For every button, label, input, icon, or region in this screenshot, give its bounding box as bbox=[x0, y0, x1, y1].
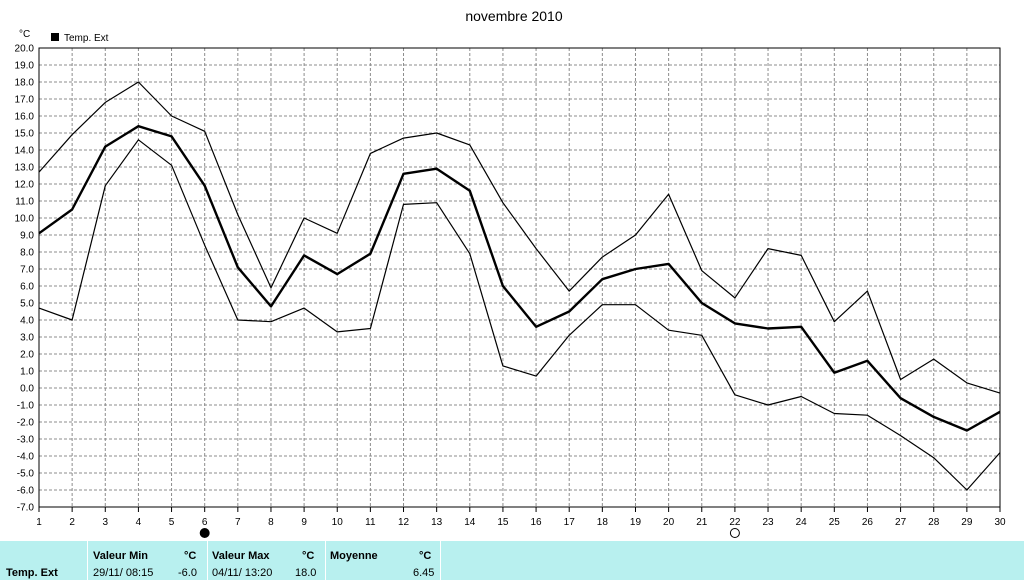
y-tick-label: -5.0 bbox=[17, 469, 35, 480]
y-tick-label: 5.0 bbox=[20, 299, 34, 310]
series-line-min bbox=[38, 139, 1001, 491]
y-tick-label: 1.0 bbox=[20, 367, 34, 378]
legend-label: Temp. Ext bbox=[64, 33, 109, 44]
x-tick-label: 13 bbox=[431, 517, 443, 528]
y-tick-label: 20.0 bbox=[15, 44, 35, 55]
x-tick-label: 28 bbox=[928, 517, 940, 528]
min-value: -6.0 bbox=[178, 567, 197, 579]
y-tick-label: -7.0 bbox=[17, 503, 35, 514]
x-tick-label: 30 bbox=[994, 517, 1006, 528]
series-line-max bbox=[38, 81, 1001, 394]
y-tick-label: 11.0 bbox=[15, 197, 34, 208]
y-tick-label: 15.0 bbox=[15, 129, 35, 140]
x-tick-label: 2 bbox=[69, 517, 75, 528]
x-tick-label: 21 bbox=[696, 517, 708, 528]
x-tick-label: 1 bbox=[36, 517, 42, 528]
x-tick-label: 27 bbox=[895, 517, 907, 528]
x-tick-label: 22 bbox=[729, 517, 741, 528]
y-tick-label: 2.0 bbox=[20, 350, 34, 361]
y-tick-label: 8.0 bbox=[20, 248, 34, 259]
moon-markers bbox=[199, 528, 740, 538]
x-tick-label: 3 bbox=[102, 517, 108, 528]
x-tick-label: 7 bbox=[235, 517, 241, 528]
x-tick-label: 4 bbox=[136, 517, 142, 528]
y-tick-label: -1.0 bbox=[17, 401, 35, 412]
x-tick-label: 24 bbox=[796, 517, 808, 528]
y-tick-label: 12.0 bbox=[15, 180, 35, 191]
x-tick-label: 17 bbox=[564, 517, 576, 528]
y-tick-label: 6.0 bbox=[20, 282, 34, 293]
max-timestamp: 04/11/ 13:20 bbox=[212, 567, 273, 579]
x-tick-label: 16 bbox=[531, 517, 543, 528]
avg-title: Moyenne bbox=[330, 550, 378, 562]
y-tick-label: 18.0 bbox=[15, 78, 35, 89]
max-title: Valeur Max bbox=[212, 550, 270, 562]
x-tick-label: 15 bbox=[497, 517, 509, 528]
row-label: Temp. Ext bbox=[6, 567, 58, 579]
x-tick-label: 25 bbox=[829, 517, 841, 528]
y-tick-label: -2.0 bbox=[17, 418, 35, 429]
y-tick-label: 4.0 bbox=[20, 316, 34, 327]
y-tick-label: 10.0 bbox=[15, 214, 35, 225]
y-axis: 20.0 19.0 18.0 17.0 16.0 15.0 14.0 13.0 12.0 11.0… bbox=[15, 44, 35, 514]
x-tick-label: 14 bbox=[464, 517, 476, 528]
x-tick-label: 18 bbox=[597, 517, 609, 528]
x-tick-label: 6 bbox=[202, 517, 208, 528]
x-tick-label: 11 bbox=[365, 517, 376, 528]
y-tick-label: 13.0 bbox=[15, 163, 35, 174]
y-tick-label: 19.0 bbox=[15, 61, 35, 72]
stats-footer: Temp. Ext Valeur Min °C 29/11/ 08:15 -6.… bbox=[0, 541, 1024, 580]
x-tick-label: 10 bbox=[332, 517, 344, 528]
y-tick-label: 14.0 bbox=[15, 146, 35, 157]
y-tick-label: 0.0 bbox=[20, 384, 34, 395]
min-unit: °C bbox=[184, 550, 197, 562]
x-tick-label: 20 bbox=[663, 517, 675, 528]
y-tick-label: 17.0 bbox=[15, 95, 35, 106]
y-tick-label: 3.0 bbox=[20, 333, 34, 344]
y-tick-label: -4.0 bbox=[17, 452, 35, 463]
x-tick-label: 12 bbox=[398, 517, 410, 528]
x-tick-label: 8 bbox=[268, 517, 274, 528]
y-unit-label: °C bbox=[19, 29, 30, 40]
x-tick-label: 29 bbox=[961, 517, 973, 528]
y-tick-label: 16.0 bbox=[15, 112, 35, 123]
max-value: 18.0 bbox=[295, 567, 317, 579]
x-axis: 1 2 3 4 5 6 7 8 9 10 11 12 13 14 15 16 17 18 19 20 21 22 23 24 2… bbox=[36, 507, 1006, 528]
y-tick-label: -6.0 bbox=[17, 486, 35, 497]
max-unit: °C bbox=[302, 550, 315, 562]
temperature-chart: novembre 2010 °C Temp. Ext 20.019.018.01… bbox=[15, 8, 1006, 538]
y-tick-label: 9.0 bbox=[20, 231, 34, 242]
full-moon-icon bbox=[729, 528, 740, 538]
x-tick-label: 19 bbox=[630, 517, 642, 528]
avg-unit: °C bbox=[419, 550, 432, 562]
series-group bbox=[38, 81, 1001, 491]
legend-swatch bbox=[51, 33, 59, 41]
x-tick-label: 5 bbox=[169, 517, 175, 528]
x-tick-label: 26 bbox=[862, 517, 874, 528]
new-moon-icon bbox=[199, 528, 210, 538]
y-tick-label: 7.0 bbox=[20, 265, 34, 276]
x-tick-label: 23 bbox=[762, 517, 774, 528]
plot-frame bbox=[38, 47, 1001, 508]
avg-value: 6.45 bbox=[413, 567, 435, 579]
x-tick-label: 9 bbox=[301, 517, 307, 528]
min-title: Valeur Min bbox=[93, 550, 149, 562]
min-timestamp: 29/11/ 08:15 bbox=[93, 567, 154, 579]
y-tick-label: -3.0 bbox=[17, 435, 35, 446]
series-line-mean bbox=[38, 124, 1001, 432]
chart-title: novembre 2010 bbox=[465, 8, 563, 24]
grid bbox=[38, 47, 1001, 508]
